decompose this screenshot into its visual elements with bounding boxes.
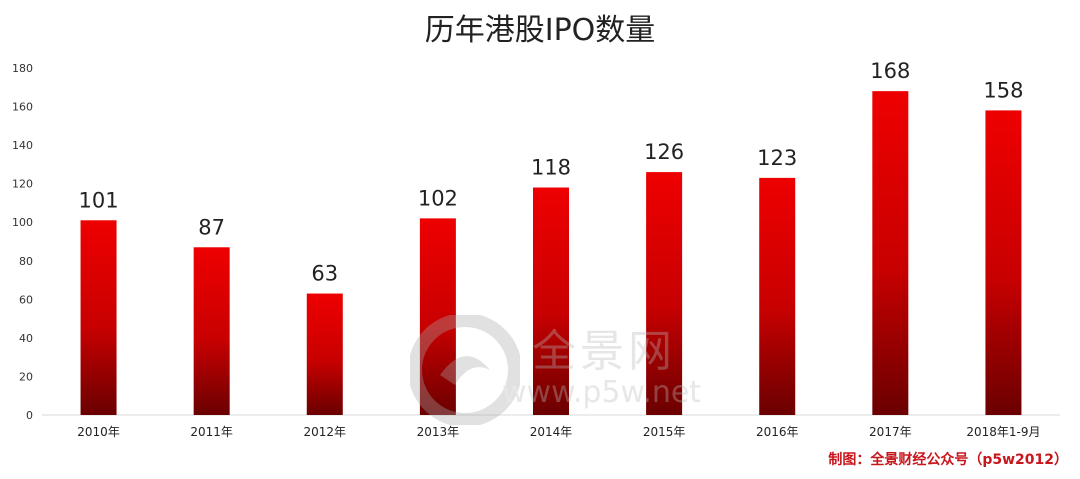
chart-credit: 制图：全景财经公众号（p5w2012） [828,452,1068,468]
x-tick-label: 2017年 [869,425,912,439]
y-tick-label: 180 [12,62,33,75]
x-tick-label: 2014年 [530,425,573,439]
y-tick-label: 0 [26,409,33,422]
data-label: 101 [79,188,119,212]
bar [306,293,343,415]
bar [193,247,230,415]
data-label: 168 [870,59,910,83]
y-tick-label: 100 [12,216,33,229]
data-label: 123 [757,146,797,170]
bar [533,187,569,415]
chart-title: 历年港股IPO数量 [425,13,656,48]
y-tick-label: 60 [19,293,33,306]
bar [80,220,117,415]
y-tick-label: 40 [19,332,33,345]
x-tick-label: 2013年 [417,425,460,439]
x-tick-label: 2015年 [643,425,686,439]
data-label: 63 [311,262,338,286]
y-tick-label: 20 [19,370,33,383]
bar [419,218,456,415]
bar [985,110,1022,416]
data-label: 126 [644,140,684,164]
y-tick-label: 140 [12,139,33,152]
x-tick-label: 2016年 [756,425,799,439]
x-tick-label: 2018年1-9月 [966,425,1040,439]
data-label: 87 [198,215,225,239]
data-label: 158 [983,78,1023,102]
y-tick-label: 160 [12,101,33,114]
bar [646,172,683,415]
y-tick-label: 120 [12,178,33,191]
x-tick-label: 2012年 [304,425,347,439]
bar [872,91,909,415]
data-label: 118 [531,156,571,180]
data-label: 102 [418,186,458,210]
x-tick-label: 2011年 [190,425,233,439]
x-tick-label: 2010年 [77,425,120,439]
bar [759,177,796,415]
y-tick-label: 80 [19,255,33,268]
